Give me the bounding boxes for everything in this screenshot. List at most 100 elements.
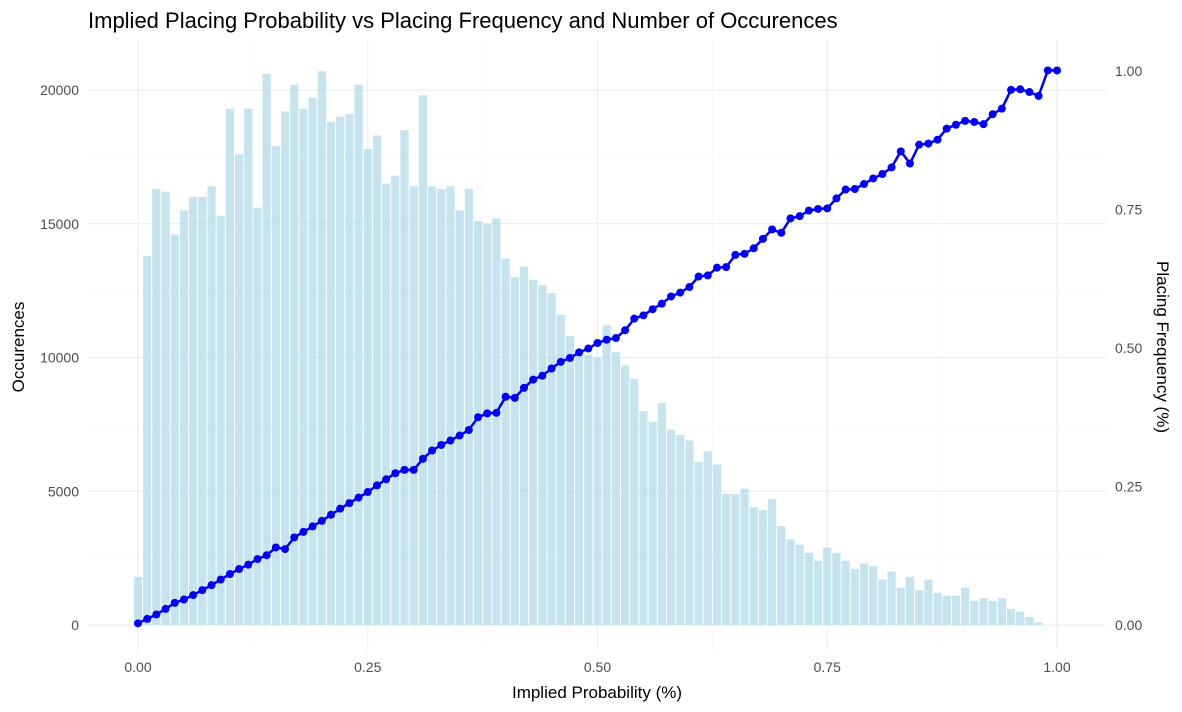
histogram-bars (133, 71, 1043, 626)
histogram-bar (942, 595, 951, 625)
histogram-bar (519, 266, 529, 625)
frequency-point (271, 543, 280, 552)
histogram-bar (1034, 622, 1043, 625)
histogram-bar (372, 135, 382, 625)
histogram-bar (225, 108, 234, 626)
frequency-point (575, 348, 584, 357)
frequency-point (933, 135, 942, 144)
frequency-point (703, 271, 712, 280)
histogram-bar (547, 293, 556, 625)
frequency-point (262, 551, 271, 560)
histogram-bar (179, 210, 189, 625)
frequency-point (942, 124, 951, 133)
y-axis-title: Occurences (9, 302, 28, 393)
histogram-bar (345, 114, 354, 625)
histogram-bar (657, 402, 666, 625)
histogram-bar (584, 354, 593, 625)
frequency-point (667, 292, 676, 301)
histogram-bar (189, 197, 198, 625)
frequency-point (556, 357, 565, 366)
frequency-point (694, 272, 703, 281)
histogram-bar (620, 365, 630, 625)
histogram-bar (207, 186, 216, 626)
histogram-bar (538, 285, 547, 625)
histogram-bar (961, 587, 970, 625)
frequency-point (216, 575, 225, 584)
histogram-bar (630, 378, 639, 625)
histogram-bar (143, 255, 152, 625)
y2-tick-label: 1.00 (1115, 63, 1142, 79)
histogram-bar (768, 499, 777, 625)
y2-tick-label: 0.75 (1115, 202, 1142, 218)
frequency-point (584, 344, 593, 353)
frequency-point (474, 413, 483, 422)
histogram-bar (382, 183, 391, 625)
frequency-point (207, 581, 216, 590)
frequency-point (483, 409, 492, 418)
y2-tick-label: 0.00 (1115, 617, 1142, 633)
frequency-point (970, 117, 979, 126)
frequency-point (290, 533, 299, 542)
frequency-point (814, 204, 823, 213)
y2-tick-label: 0.25 (1115, 479, 1142, 495)
histogram-bar (354, 84, 363, 625)
histogram-bar (758, 509, 768, 625)
frequency-point (850, 185, 859, 194)
histogram-bar (400, 130, 409, 625)
frequency-point (547, 364, 556, 373)
histogram-bar (556, 314, 565, 625)
histogram-bar (813, 560, 823, 625)
y-tick-label: 10000 (40, 350, 79, 366)
histogram-bar (804, 552, 813, 625)
frequency-point (648, 305, 657, 314)
histogram-bar (602, 325, 611, 625)
histogram-bar (492, 218, 501, 625)
histogram-bar (988, 600, 997, 625)
histogram-bar (703, 451, 712, 625)
histogram-bar (290, 84, 299, 625)
frequency-point (1016, 85, 1025, 94)
frequency-point (731, 250, 740, 259)
histogram-bar (777, 526, 786, 625)
histogram-bar (216, 215, 225, 625)
frequency-point (602, 335, 611, 344)
histogram-bar (575, 349, 584, 625)
histogram-bar (510, 277, 519, 625)
histogram-bar (869, 566, 878, 625)
frequency-point (988, 110, 997, 119)
frequency-point (244, 560, 253, 569)
histogram-bar (483, 223, 492, 625)
frequency-point (400, 465, 409, 474)
y-tick-label: 20000 (40, 82, 79, 98)
x-tick-label: 1.00 (1043, 659, 1070, 675)
frequency-point (363, 488, 372, 497)
frequency-point (170, 598, 179, 607)
x-tick-label: 0.50 (584, 659, 611, 675)
histogram-bar (722, 493, 731, 625)
frequency-point (915, 140, 924, 149)
histogram-bar (694, 461, 703, 625)
histogram-bar (317, 71, 326, 625)
histogram-bar (924, 579, 933, 625)
histogram-bar (418, 95, 427, 626)
histogram-bar (970, 600, 979, 625)
frequency-point (134, 619, 142, 628)
histogram-bar (565, 336, 575, 625)
frequency-point (1053, 66, 1061, 75)
frequency-point (593, 339, 602, 348)
frequency-point (979, 120, 988, 129)
frequency-point (161, 604, 170, 613)
histogram-bar (152, 188, 161, 625)
histogram-bar (391, 175, 400, 625)
frequency-point (281, 545, 290, 554)
frequency-point (308, 522, 317, 531)
y-tick-label: 0 (71, 617, 79, 633)
frequency-point (455, 431, 464, 440)
histogram-bar (979, 598, 988, 625)
frequency-point (905, 159, 914, 168)
histogram-bar (731, 493, 740, 625)
frequency-point (630, 314, 639, 323)
histogram-bar (685, 440, 694, 625)
histogram-bar (464, 188, 473, 625)
histogram-bar (409, 186, 418, 626)
